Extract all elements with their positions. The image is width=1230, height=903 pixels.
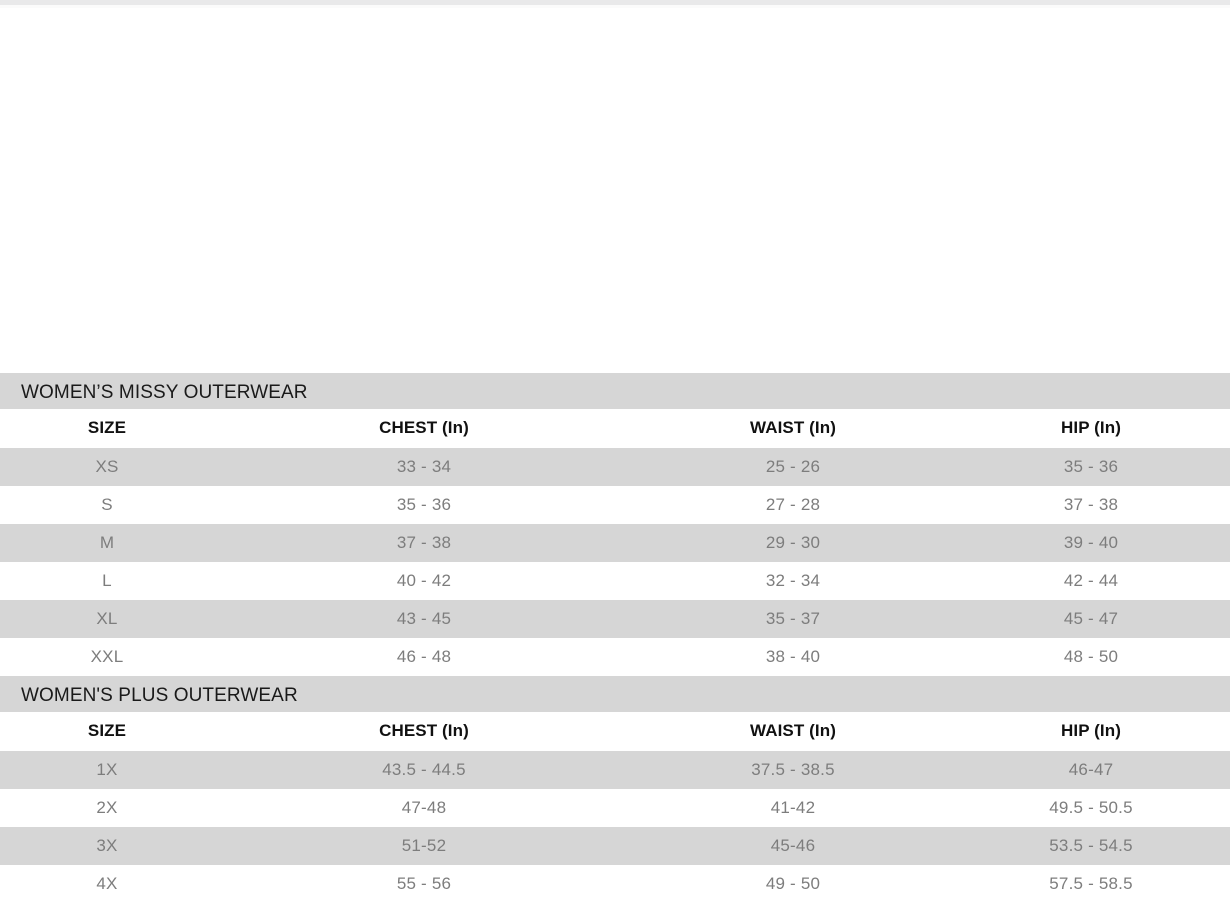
table-row: XXL 46 - 48 38 - 40 48 - 50	[0, 638, 1230, 676]
section-title-missy: WOMEN’S MISSY OUTERWEAR	[21, 382, 308, 403]
cell-hip: 39 - 40	[1063, 533, 1119, 552]
cell-size: L	[102, 571, 112, 590]
page-top-edge	[0, 0, 1230, 5]
cell-chest: 35 - 36	[396, 495, 452, 514]
cell-hip: 48 - 50	[1063, 647, 1119, 666]
cell-hip: 42 - 44	[1063, 571, 1119, 590]
cell-chest: 37 - 38	[396, 533, 452, 552]
table-row: S 35 - 36 27 - 28 37 - 38	[0, 486, 1230, 524]
cell-size: 3X	[96, 836, 118, 855]
cell-waist: 37.5 - 38.5	[751, 760, 835, 779]
cell-waist: 38 - 40	[765, 647, 821, 666]
table-row: XS 33 - 34 25 - 26 35 - 36	[0, 448, 1230, 486]
cell-chest: 43.5 - 44.5	[382, 760, 466, 779]
cell-waist: 35 - 37	[765, 609, 821, 628]
section-title-row-plus: WOMEN'S PLUS OUTERWEAR	[0, 676, 1230, 712]
cell-chest: 51-52	[401, 836, 447, 855]
cell-size: M	[99, 533, 115, 552]
cell-chest: 46 - 48	[396, 647, 452, 666]
cell-waist: 27 - 28	[765, 495, 821, 514]
table-row: L 40 - 42 32 - 34 42 - 44	[0, 562, 1230, 600]
size-chart-container: WOMEN’S MISSY OUTERWEAR SIZE CHEST (In) …	[0, 373, 1230, 903]
column-header-waist: WAIST (In)	[750, 418, 836, 437]
table-row: 2X 47-48 41-42 49.5 - 50.5	[0, 789, 1230, 827]
cell-hip: 37 - 38	[1063, 495, 1119, 514]
column-header-waist: WAIST (In)	[750, 721, 836, 740]
size-table-missy-outerwear: WOMEN’S MISSY OUTERWEAR SIZE CHEST (In) …	[0, 373, 1230, 676]
cell-waist: 45-46	[770, 836, 816, 855]
table-row: XL 43 - 45 35 - 37 45 - 47	[0, 600, 1230, 638]
cell-waist: 29 - 30	[765, 533, 821, 552]
cell-chest: 40 - 42	[396, 571, 452, 590]
cell-waist: 41-42	[770, 798, 816, 817]
cell-hip: 49.5 - 50.5	[1049, 798, 1133, 817]
column-header-size: SIZE	[87, 721, 127, 740]
cell-size: XL	[96, 609, 118, 628]
blank-scroll-area	[0, 8, 1230, 373]
section-title-plus: WOMEN'S PLUS OUTERWEAR	[21, 685, 298, 706]
cell-waist: 32 - 34	[765, 571, 821, 590]
column-header-chest: CHEST (In)	[379, 418, 469, 437]
table-row: M 37 - 38 29 - 30 39 - 40	[0, 524, 1230, 562]
column-header-hip: HIP (In)	[1061, 418, 1121, 437]
size-table-plus-outerwear: WOMEN'S PLUS OUTERWEAR SIZE CHEST (In) W…	[0, 676, 1230, 903]
cell-waist: 25 - 26	[765, 457, 821, 476]
table-row: 1X 43.5 - 44.5 37.5 - 38.5 46-47	[0, 751, 1230, 789]
cell-chest: 47-48	[401, 798, 447, 817]
table-row: 3X 51-52 45-46 53.5 - 54.5	[0, 827, 1230, 865]
cell-chest: 33 - 34	[396, 457, 452, 476]
cell-chest: 55 - 56	[396, 874, 452, 893]
cell-size: XXL	[90, 647, 124, 666]
column-header-chest: CHEST (In)	[379, 721, 469, 740]
cell-hip: 53.5 - 54.5	[1049, 836, 1133, 855]
cell-chest: 43 - 45	[396, 609, 452, 628]
section-title-row-missy: WOMEN’S MISSY OUTERWEAR	[0, 373, 1230, 409]
cell-hip: 45 - 47	[1063, 609, 1119, 628]
cell-size: 2X	[96, 798, 118, 817]
column-header-size: SIZE	[87, 418, 127, 437]
column-header-row-plus: SIZE CHEST (In) WAIST (In) HIP (In)	[0, 712, 1230, 751]
cell-waist: 49 - 50	[765, 874, 821, 893]
cell-size: XS	[95, 457, 119, 476]
cell-hip: 46-47	[1068, 760, 1114, 779]
cell-size: 4X	[96, 874, 118, 893]
column-header-hip: HIP (In)	[1061, 721, 1122, 740]
cell-size: S	[101, 495, 113, 514]
cell-hip: 57.5 - 58.5	[1049, 874, 1133, 893]
cell-size: 1X	[96, 760, 118, 779]
column-header-row-missy: SIZE CHEST (In) WAIST (In) HIP (In)	[0, 409, 1230, 448]
cell-hip: 35 - 36	[1063, 457, 1119, 476]
table-row: 4X 55 - 56 49 - 50 57.5 - 58.5	[0, 865, 1230, 903]
page-top-edge-highlight	[0, 5, 1230, 8]
